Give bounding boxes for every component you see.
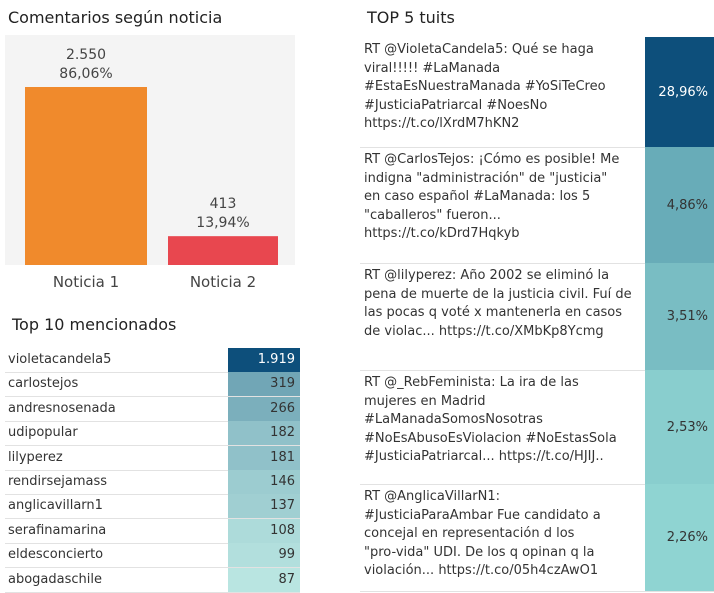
tweet-row: RT @_RebFeminista: La ira de las mujeres… [360, 370, 714, 485]
mention-row: rendirsejamass 146 [5, 470, 300, 495]
mention-row: udipopular 182 [5, 421, 300, 447]
mention-name: udipopular [8, 425, 78, 441]
mention-name: anglicavillarn1 [8, 498, 103, 514]
mention-count: 146 [228, 470, 300, 494]
mention-row: eldesconcierto 99 [5, 543, 300, 569]
bar-title: Comentarios según noticia [8, 8, 223, 27]
mention-name: carlostejos [8, 376, 79, 392]
mention-count: 137 [228, 494, 300, 519]
tweet-share: 28,96% [645, 37, 714, 147]
mention-name: serafinamarina [8, 522, 107, 538]
mention-count: 99 [228, 543, 300, 568]
mention-name: eldesconcierto [8, 547, 104, 563]
mention-row: anglicavillarn1 137 [5, 494, 300, 520]
mention-name: abogadaschile [8, 571, 102, 587]
mention-count: 1.919 [228, 348, 300, 372]
mention-count: 319 [228, 372, 300, 397]
category-label: Noticia 2 [190, 273, 256, 291]
tweet-row: RT @CarlosTejos: ¡Cómo es posible! Me in… [360, 147, 714, 264]
mentions-title: Top 10 mencionados [12, 315, 177, 334]
mention-row: abogadaschile 87 [5, 567, 300, 593]
mention-count: 87 [228, 567, 300, 592]
value-label: 413 [210, 196, 237, 212]
mention-count: 266 [228, 396, 300, 421]
tweet-row: RT @lilyperez: Año 2002 se eliminó la pe… [360, 263, 714, 371]
tweet-share: 4,86% [645, 147, 714, 263]
percent-label: 86,06% [59, 66, 112, 82]
category-label: Noticia 1 [53, 273, 119, 291]
tweet-share: 2,26% [645, 484, 714, 591]
tweet-text: RT @CarlosTejos: ¡Cómo es posible! Me in… [364, 152, 620, 241]
mention-row: serafinamarina 108 [5, 518, 300, 544]
tweet-text: RT @_RebFeminista: La ira de las mujeres… [364, 375, 617, 464]
tweet-row: RT @AnglicaVillarN1: #JusticiaParaAmbar … [360, 484, 714, 592]
percent-label: 13,94% [196, 215, 249, 231]
mention-count: 108 [228, 518, 300, 543]
tweets-title: TOP 5 tuits [367, 8, 455, 27]
tweet-text: RT @VioletaCandela5: Qué se haga viral!!… [364, 42, 606, 131]
mention-row: violetacandela5 1.919 [5, 348, 300, 373]
mention-name: rendirsejamass [8, 474, 108, 489]
value-label: 2.550 [66, 47, 106, 63]
mention-count: 181 [228, 445, 300, 470]
mention-row: andresnosenada 266 [5, 396, 300, 422]
mention-name: violetacandela5 [8, 352, 112, 367]
tweet-row: RT @VioletaCandela5: Qué se haga viral!!… [360, 37, 714, 148]
bar [25, 87, 147, 265]
tweet-text: RT @lilyperez: Año 2002 se eliminó la pe… [364, 268, 632, 339]
mention-name: andresnosenada [8, 400, 116, 416]
tweet-text: RT @AnglicaVillarN1: #JusticiaParaAmbar … [364, 489, 601, 578]
mention-row: carlostejos 319 [5, 372, 300, 398]
mention-row: lilyperez 181 [5, 445, 300, 471]
tweet-share: 3,51% [645, 263, 714, 370]
tweet-share: 2,53% [645, 370, 714, 484]
mention-name: lilyperez [8, 449, 63, 465]
bar-chart: 2.550 86,06% Noticia 1 413 13,94% Noticia 2 [5, 35, 295, 291]
mention-count: 182 [228, 421, 300, 446]
bar [168, 236, 278, 265]
